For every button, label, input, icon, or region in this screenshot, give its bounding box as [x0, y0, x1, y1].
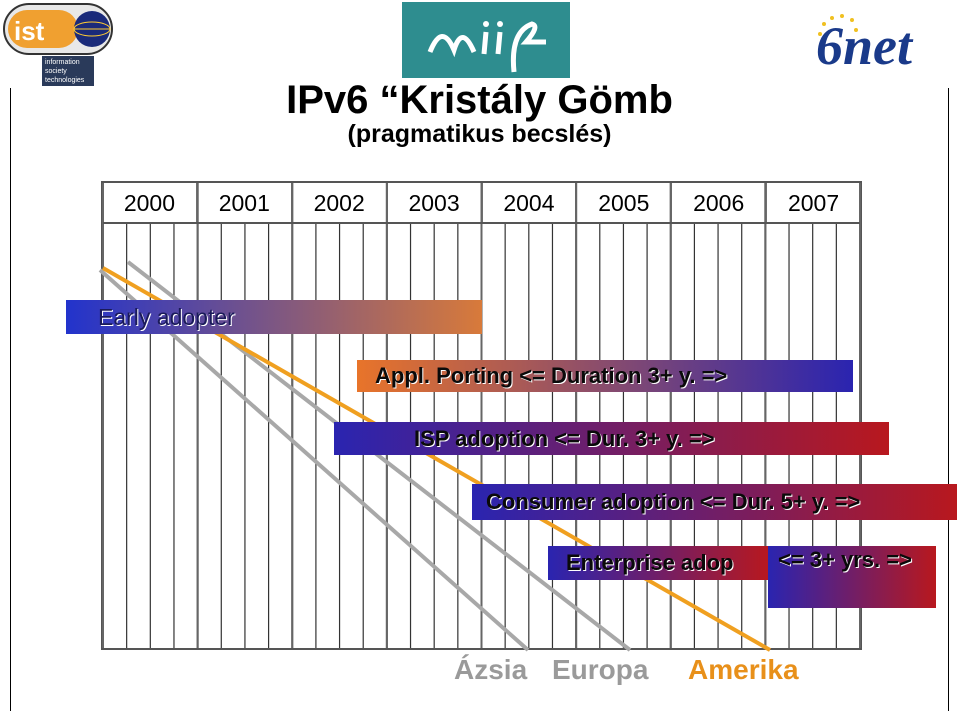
phase-consumer-adoption-label: Consumer adoption <= Dur. 5+ y. => [486, 489, 861, 514]
page-title: IPv6 “Kristály Gömb [286, 78, 673, 122]
ist-logo: ist information society technologies [2, 2, 114, 86]
ist-line-3: technologies [45, 77, 85, 84]
ist-line-2: society [45, 68, 67, 75]
phase-enterprise-adoption-label: Enterprise adop [566, 550, 734, 575]
phase-early-adopter: Early adopter [66, 300, 482, 334]
frame-top-left [10, 88, 11, 711]
region-europe: Europa [552, 654, 649, 685]
frame-top-right [948, 88, 949, 711]
phase-consumer-adoption: Consumer adoption <= Dur. 5+ y. => [472, 484, 957, 520]
phase-appl-porting: Appl. Porting <= Duration 3+ y. => [357, 360, 853, 392]
region-america: Amerika [688, 654, 799, 685]
phase-enterprise-duration-label: <= 3+ yrs. => [778, 547, 912, 572]
phase-isp-adoption-label: ISP adoption <= Dur. 3+ y. => [414, 425, 715, 451]
phase-enterprise-adoption: Enterprise adop [548, 546, 770, 580]
page-subtitle: (pragmatikus becslés) [347, 120, 612, 148]
region-asia: Ázsia [454, 654, 528, 685]
sixnet-logo-text: 6net [816, 16, 914, 76]
year-2007: 2007 [787, 189, 840, 216]
phase-enterprise-duration: <= 3+ yrs. => [768, 546, 936, 608]
ist-logo-text: ist [14, 16, 45, 46]
sixnet-logo: 6net [812, 6, 957, 78]
miif-logo [402, 2, 570, 78]
phase-isp-adoption: ISP adoption <= Dur. 3+ y. => [334, 422, 889, 455]
ist-line-1: information [45, 59, 80, 66]
phase-appl-porting-label: Appl. Porting <= Duration 3+ y. => [375, 363, 728, 388]
year-header-row: 2000 2001 2002 2003 2004 2005 2006 2007 [103, 183, 860, 223]
phase-early-adopter-label: Early adopter [98, 303, 235, 330]
